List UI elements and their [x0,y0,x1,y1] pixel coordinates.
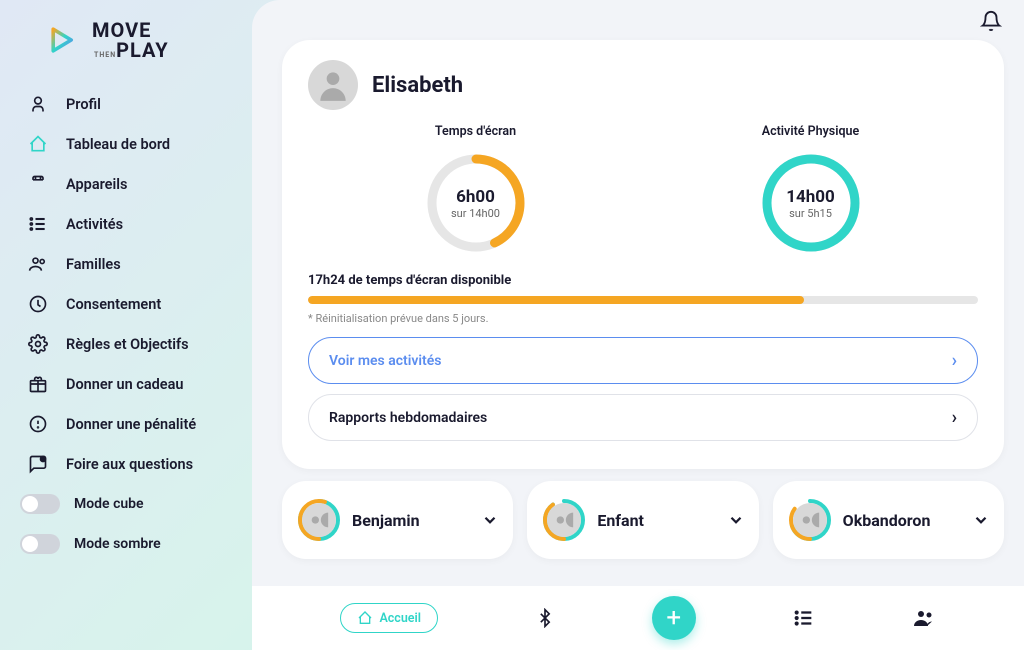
main-panel: Elisabeth Temps d'écran 6h00sur 14h00 Ac… [252,0,1024,650]
sidebar-item-foire-aux-questions[interactable]: Foire aux questions [0,444,252,484]
logo-line1: MOVE [92,20,169,40]
sidebar-item-label: Profil [66,96,101,113]
sidebar-item-label: Foire aux questions [66,456,193,473]
clock-icon [28,294,48,314]
view-activities-label: Voir mes activités [329,353,441,369]
chevron-down-icon [727,511,745,529]
sidebar-item-label: Activités [66,216,123,233]
toggle-mode-cube[interactable]: Mode cube [0,484,252,524]
gear-icon [28,334,48,354]
child-card-enfant[interactable]: Enfant [527,481,758,559]
logo-icon [46,22,82,58]
child-card-okbandoron[interactable]: Okbandoron [773,481,1004,559]
sidebar-item-label: Familles [66,256,121,273]
logo-line2: THENPLAY [92,40,169,60]
people-icon [912,606,936,630]
sidebar-item-règles-et-objectifs[interactable]: Règles et Objectifs [0,324,252,364]
sidebar-item-label: Donner une pénalité [66,416,196,433]
available-bar [308,296,978,304]
weekly-reports-label: Rapports hebdomadaires [329,410,487,426]
children-row: Benjamin Enfant Okbandoron [282,481,1004,559]
avatar [302,503,336,537]
gauge-screen-label: Temps d'écran [435,124,516,139]
sidebar-item-profil[interactable]: Profil [0,84,252,124]
chevron-down-icon [481,511,499,529]
sidebar-item-label: Tableau de bord [66,136,170,153]
plug-icon [28,174,48,194]
sidebar-item-appareils[interactable]: Appareils [0,164,252,204]
weekly-reports-button[interactable]: Rapports hebdomadaires › [308,394,978,441]
gauge-activity: Activité Physique 14h00sur 5h15 [759,124,863,255]
child-name: Okbandoron [843,511,931,530]
sidebar-item-tableau-de-bord[interactable]: Tableau de bord [0,124,252,164]
child-name: Benjamin [352,511,420,530]
gauge-sub: sur 14h00 [451,207,500,220]
sidebar-item-label: Consentement [66,296,161,313]
switch[interactable] [20,534,60,554]
bell-icon[interactable] [980,10,1002,32]
bottombar-people[interactable] [912,606,936,630]
topbar [980,10,1002,36]
toggle-mode-sombre[interactable]: Mode sombre [0,524,252,564]
gauge-value: 6h00 [456,187,495,207]
bottombar-home[interactable]: Accueil [340,603,438,633]
profile-name: Elisabeth [372,73,463,98]
person-icon [799,509,821,531]
gauge-value: 14h00 [786,187,835,207]
list-icon [793,607,815,629]
reset-note: * Réinitialisation prévue dans 5 jours. [308,312,978,325]
sidebar-item-activités[interactable]: Activités [0,204,252,244]
chevron-right-icon: › [952,350,957,371]
sidebar-item-label: Appareils [66,176,127,193]
view-activities-button[interactable]: Voir mes activités › [308,337,978,384]
chevron-right-icon: › [952,407,957,428]
sidebar: MOVE THENPLAY Profil Tableau de bord Appar… [0,0,252,650]
switch[interactable] [20,494,60,514]
person-icon [28,94,48,114]
chevron-down-icon [972,511,990,529]
plus-icon: + [666,603,681,633]
alert-icon [28,414,48,434]
bluetooth-icon [535,608,555,628]
avatar [308,60,358,110]
sidebar-item-donner-une-pénalité[interactable]: Donner une pénalité [0,404,252,444]
person-icon [314,66,352,104]
sidebar-item-familles[interactable]: Familles [0,244,252,284]
sidebar-item-donner-un-cadeau[interactable]: Donner un cadeau [0,364,252,404]
toggle-label: Mode cube [74,496,144,512]
toggle-label: Mode sombre [74,536,161,552]
chat-icon [28,454,48,474]
nav-list: Profil Tableau de bord Appareils Activités F… [0,84,252,484]
bottom-bar: Accueil + [252,586,1024,650]
sidebar-item-label: Règles et Objectifs [66,336,189,353]
person-icon [553,509,575,531]
gauge-sub: sur 5h15 [789,207,832,220]
child-card-benjamin[interactable]: Benjamin [282,481,513,559]
list-icon [28,214,48,234]
bottombar-home-label: Accueil [379,611,421,626]
sidebar-item-label: Donner un cadeau [66,376,183,393]
sidebar-item-consentement[interactable]: Consentement [0,284,252,324]
avatar [793,503,827,537]
bottombar-add[interactable]: + [652,596,696,640]
logo: MOVE THENPLAY [0,20,252,84]
bottombar-bluetooth[interactable] [535,608,555,628]
bottombar-list[interactable] [793,607,815,629]
person-icon [308,509,330,531]
home-icon [28,134,48,154]
home-icon [357,610,373,626]
people-icon [28,254,48,274]
profile-card: Elisabeth Temps d'écran 6h00sur 14h00 Ac… [282,40,1004,469]
gauge-activity-label: Activité Physique [762,124,860,139]
available-label: 17h24 de temps d'écran disponible [308,273,978,288]
child-name: Enfant [597,511,644,530]
gauge-screen: Temps d'écran 6h00sur 14h00 [424,124,528,255]
gift-icon [28,374,48,394]
